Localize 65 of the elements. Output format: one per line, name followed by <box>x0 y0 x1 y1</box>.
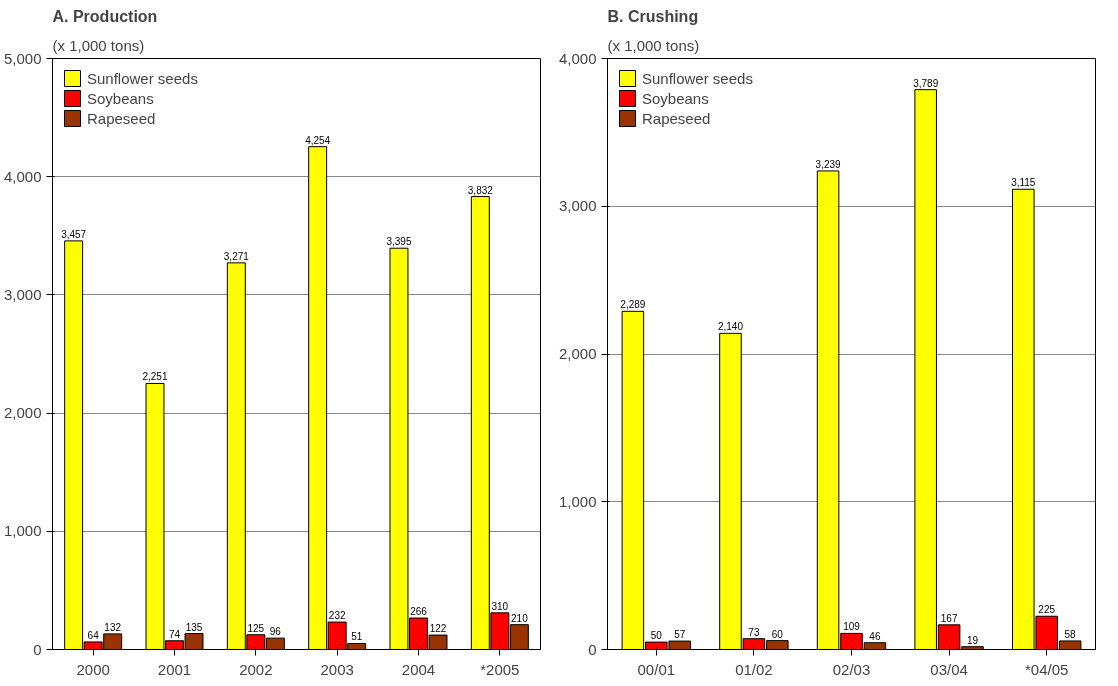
legend-label: Rapeseed <box>642 109 711 127</box>
x-tick-label: 01/02 <box>735 660 773 678</box>
data-label: 2,251 <box>142 371 168 383</box>
data-label: 51 <box>351 631 363 643</box>
data-label: 60 <box>771 628 784 640</box>
y-tick-label: 4,000 <box>558 49 597 67</box>
chart-title: A. Production <box>52 7 158 25</box>
data-label: 210 <box>511 612 529 624</box>
x-tick-label: 2003 <box>320 660 354 678</box>
x-tick-label: 2000 <box>76 660 110 678</box>
y-tick-label: 0 <box>588 640 597 658</box>
data-label: 3,239 <box>815 158 842 170</box>
data-label: 96 <box>269 626 282 638</box>
legend-label: Soybeans <box>642 89 709 107</box>
data-label: 3,832 <box>467 184 494 196</box>
x-tick-label: 00/01 <box>637 660 676 678</box>
legend-label: Sunflower seeds <box>642 69 753 87</box>
chart-subtitle: (x 1,000 tons) <box>607 36 700 54</box>
data-label: 3,457 <box>61 228 87 240</box>
y-tick-label: 0 <box>33 640 42 658</box>
chart-title: B. Crushing <box>607 7 699 25</box>
data-label: 74 <box>168 628 181 640</box>
data-label: 58 <box>1064 628 1077 640</box>
data-label: 73 <box>748 626 760 638</box>
data-label: 135 <box>185 621 203 633</box>
data-label: 2,289 <box>620 299 646 311</box>
data-label: 167 <box>940 612 958 624</box>
y-tick-label: 5,000 <box>3 49 42 67</box>
data-label: 19 <box>966 634 979 646</box>
y-tick-label: 1,000 <box>558 492 597 510</box>
data-label: 3,789 <box>913 77 939 89</box>
data-label: 125 <box>247 622 265 634</box>
data-label: 109 <box>843 621 861 633</box>
data-label: 4,254 <box>305 134 331 146</box>
y-tick-label: 4,000 <box>3 167 42 185</box>
data-label: 50 <box>650 630 663 642</box>
y-tick-label: 1,000 <box>3 522 42 540</box>
data-label: 46 <box>869 630 881 642</box>
data-label: 3,115 <box>1011 177 1036 189</box>
y-tick-label: 2,000 <box>558 345 597 362</box>
data-label: 64 <box>87 629 100 641</box>
y-tick-label: 3,000 <box>558 197 597 215</box>
x-tick-label: 2004 <box>401 660 436 678</box>
data-label: 3,271 <box>223 250 250 262</box>
data-label: 3,395 <box>386 236 412 248</box>
legend-label: Rapeseed <box>87 109 156 127</box>
data-label: 310 <box>491 600 509 612</box>
data-label: 2,140 <box>717 321 744 333</box>
data-label: 232 <box>328 610 346 622</box>
y-tick-label: 3,000 <box>3 285 42 303</box>
chart-subtitle: (x 1,000 tons) <box>52 36 145 54</box>
data-label: 266 <box>410 606 428 618</box>
x-tick-label: *04/05 <box>1025 660 1069 678</box>
data-label: 57 <box>674 629 686 641</box>
y-tick-label: 2,000 <box>3 404 42 422</box>
data-label: 132 <box>104 621 122 633</box>
data-label: 225 <box>1038 604 1056 616</box>
legend-label: Soybeans <box>87 89 154 107</box>
x-tick-label: 02/03 <box>832 660 871 678</box>
data-label: 122 <box>429 623 447 635</box>
x-tick-label: 2001 <box>157 660 192 678</box>
x-tick-label: 2002 <box>239 660 273 678</box>
legend-label: Sunflower seeds <box>87 69 198 87</box>
x-tick-label: 03/04 <box>930 660 968 678</box>
x-tick-label: *2005 <box>480 660 520 678</box>
